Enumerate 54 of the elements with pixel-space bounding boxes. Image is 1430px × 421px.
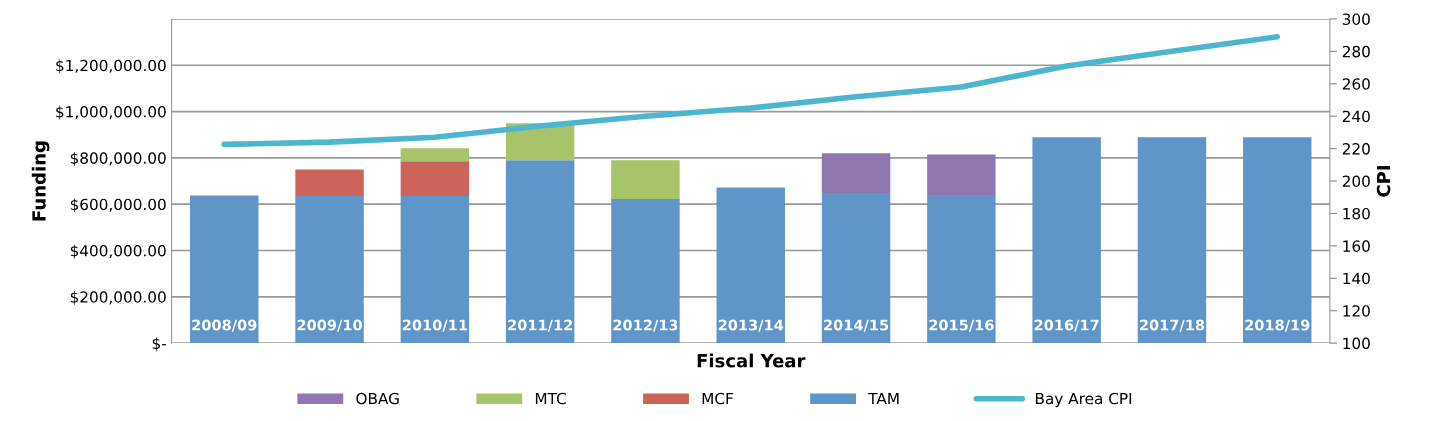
y-tick-label: $600,000.00 [70,198,166,213]
bar [716,187,785,344]
y2-tick-label: 120 [1343,305,1370,317]
bar [295,169,364,197]
y2-tick-label: 180 [1343,207,1370,220]
y2-tick-label: 240 [1342,110,1370,123]
y2-tick-label: 260 [1342,78,1370,90]
bar [1243,137,1312,344]
y2-tick-label: 300 [1342,13,1370,25]
y2-tick-label: 200 [1342,175,1370,188]
x-tick-label: 2011/12 [508,319,572,332]
y-tick-label: $- [152,337,166,352]
bar [400,161,470,197]
bar [927,154,996,195]
bar [1137,137,1207,344]
y2-tick-label: 280 [1342,45,1370,58]
bar [821,153,891,194]
y2-tick-label: 100 [1343,337,1370,350]
x-tick-label: 2014/15 [824,319,889,332]
x-tick-label: 2017/18 [1140,319,1205,332]
x-axis-title: Fiscal Year [697,353,806,368]
bar [400,196,470,344]
bar [295,196,364,344]
y-tick-label: $800,000.00 [70,152,166,166]
y-tick-label: $1,200,000.00 [56,59,166,74]
bar [821,193,891,344]
bar [1032,137,1101,344]
x-tick-label: 2008/09 [192,319,257,332]
x-tick-label: 2016/17 [1034,319,1099,332]
y2-tick-label: 140 [1343,272,1370,285]
y-tick-label: $200,000.00 [70,291,166,305]
bar [611,160,680,200]
bar [611,199,680,344]
y2-tick-label: 160 [1343,240,1370,252]
legend-label: TAM [868,392,899,405]
bar [927,194,996,344]
y2-tick-label: 220 [1342,143,1370,155]
x-tick-label: 2012/13 [613,319,678,332]
y-axis-title: Funding [31,141,50,221]
x-tick-label: 2009/10 [297,319,362,332]
y-tick-label: $400,000.00 [70,244,166,259]
x-tick-label: 2018/19 [1245,319,1310,332]
y2-axis-title: CPI [1376,166,1391,197]
y-tick-label: $1,000,000.00 [56,105,166,120]
legend-label: MTC [535,392,566,405]
bar [400,148,470,162]
legend-label: OBAG [356,392,399,405]
legend-label: MCF [702,392,733,405]
bar [505,160,575,344]
x-tick-label: 2013/14 [718,319,784,332]
x-tick-label: 2015/16 [929,319,994,332]
x-tick-label: 2010/11 [402,319,467,332]
bar [190,195,259,344]
legend-label: Bay Area CPI [1035,392,1132,408]
